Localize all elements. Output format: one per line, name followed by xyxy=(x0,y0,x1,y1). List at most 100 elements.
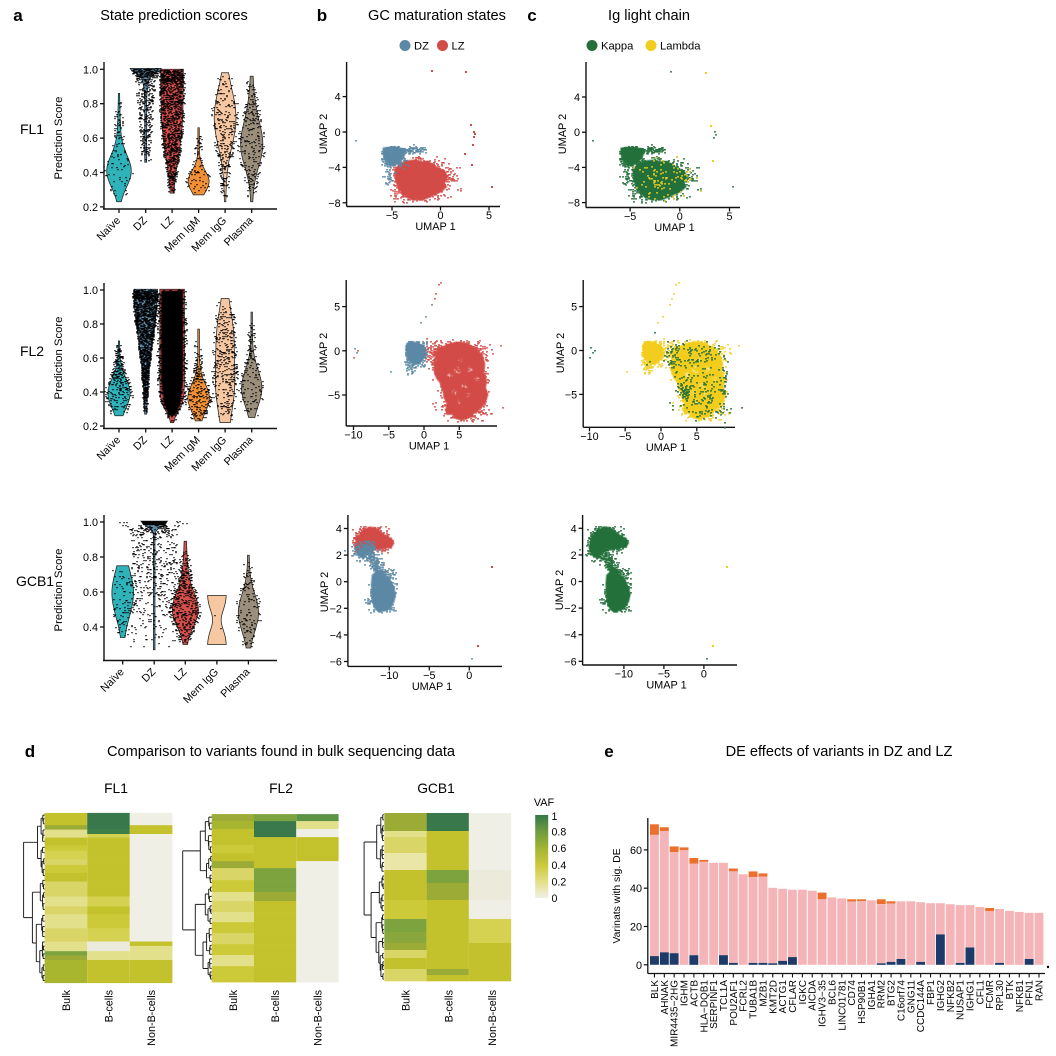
svg-text:0.6: 0.6 xyxy=(83,133,98,145)
svg-text:0: 0 xyxy=(636,960,642,972)
svg-text:−6: −6 xyxy=(330,657,342,669)
svg-text:d: d xyxy=(25,742,35,761)
svg-text:BTK: BTK xyxy=(1005,980,1016,1000)
svg-text:DE effects of variants in DZ a: DE effects of variants in DZ and LZ xyxy=(726,744,953,760)
svg-text:4: 4 xyxy=(336,524,342,536)
svg-text:Non-B-cells: Non-B-cells xyxy=(146,989,158,1045)
svg-text:60: 60 xyxy=(630,845,642,857)
svg-text:−5: −5 xyxy=(383,430,395,442)
svg-text:Ig light chain: Ig light chain xyxy=(608,8,690,24)
svg-text:0: 0 xyxy=(658,431,664,443)
svg-text:0: 0 xyxy=(335,127,341,139)
svg-text:5: 5 xyxy=(486,210,492,222)
svg-text:BTG2: BTG2 xyxy=(887,980,898,1007)
svg-text:Bulk: Bulk xyxy=(61,989,73,1011)
svg-text:CFL1: CFL1 xyxy=(975,980,986,1005)
svg-text:4: 4 xyxy=(571,523,577,535)
svg-text:0: 0 xyxy=(571,577,577,589)
svg-text:0.6: 0.6 xyxy=(83,353,98,365)
svg-text:State prediction scores: State prediction scores xyxy=(100,8,248,24)
svg-text:a: a xyxy=(13,6,23,25)
svg-text:B-cells: B-cells xyxy=(104,989,116,1022)
svg-text:−2: −2 xyxy=(330,603,342,615)
svg-text:HLA−DQB1: HLA−DQB1 xyxy=(699,980,710,1033)
svg-text:IGKC: IGKC xyxy=(798,980,809,1004)
svg-text:0.8: 0.8 xyxy=(552,827,567,839)
svg-text:Lambda: Lambda xyxy=(660,41,701,53)
svg-text:−5: −5 xyxy=(328,390,340,402)
svg-text:5: 5 xyxy=(334,302,340,314)
svg-text:BLK: BLK xyxy=(650,980,661,999)
svg-text:Prediction Score: Prediction Score xyxy=(53,97,65,180)
svg-text:0.4: 0.4 xyxy=(83,387,98,399)
svg-text:POU2AF1: POU2AF1 xyxy=(729,980,740,1026)
svg-text:UMAP 2: UMAP 2 xyxy=(319,572,331,612)
svg-text:GCB1: GCB1 xyxy=(417,781,455,796)
svg-text:1.0: 1.0 xyxy=(83,517,98,529)
svg-text:Varinats with sig. DE: Varinats with sig. DE xyxy=(612,848,623,943)
svg-text:IGHA1: IGHA1 xyxy=(867,980,878,1010)
svg-text:UMAP 2: UMAP 2 xyxy=(554,570,566,610)
svg-text:UMAP 2: UMAP 2 xyxy=(318,114,330,154)
svg-text:1: 1 xyxy=(552,811,558,823)
svg-text:TUBA1B: TUBA1B xyxy=(749,980,760,1019)
svg-text:−10: −10 xyxy=(344,430,362,442)
svg-text:UMAP 1: UMAP 1 xyxy=(654,222,694,234)
svg-text:TCL1A: TCL1A xyxy=(719,980,730,1011)
svg-text:UMAP 2: UMAP 2 xyxy=(557,114,569,154)
svg-text:0.6: 0.6 xyxy=(83,587,98,599)
svg-text:−2: −2 xyxy=(564,603,576,615)
svg-text:0: 0 xyxy=(701,669,707,681)
svg-text:Prediction Score: Prediction Score xyxy=(53,317,65,400)
svg-text:C16orf74: C16orf74 xyxy=(896,980,907,1022)
svg-text:0: 0 xyxy=(421,430,427,442)
svg-text:e: e xyxy=(604,742,613,761)
svg-text:5: 5 xyxy=(694,431,700,443)
svg-text:VAF: VAF xyxy=(534,797,555,809)
svg-text:−4: −4 xyxy=(330,630,342,642)
svg-text:Bulk: Bulk xyxy=(401,989,413,1011)
svg-text:−6: −6 xyxy=(564,656,576,668)
svg-text:Kappa: Kappa xyxy=(601,41,634,53)
svg-text:MZB1: MZB1 xyxy=(758,980,769,1007)
svg-text:−5: −5 xyxy=(658,669,670,681)
svg-text:DZ: DZ xyxy=(414,41,429,53)
svg-text:0.8: 0.8 xyxy=(83,99,98,111)
svg-text:0.4: 0.4 xyxy=(83,168,98,180)
svg-text:0: 0 xyxy=(466,670,472,682)
svg-text:MIR4435−2HG: MIR4435−2HG xyxy=(670,980,681,1047)
svg-text:UMAP 1: UMAP 1 xyxy=(415,221,455,233)
svg-text:ACTB: ACTB xyxy=(689,980,700,1007)
svg-text:FL2: FL2 xyxy=(269,781,293,796)
svg-text:UMAP 2: UMAP 2 xyxy=(555,333,567,373)
svg-text:−5: −5 xyxy=(423,670,435,682)
svg-text:0: 0 xyxy=(437,210,443,222)
svg-text:0.4: 0.4 xyxy=(83,622,98,634)
svg-text:Non-B-cells: Non-B-cells xyxy=(487,989,499,1045)
svg-text:GC maturation states: GC maturation states xyxy=(368,8,506,24)
svg-text:0: 0 xyxy=(336,577,342,589)
svg-text:NFKB2: NFKB2 xyxy=(946,980,957,1013)
svg-text:FL1: FL1 xyxy=(20,121,44,137)
svg-text:LZ: LZ xyxy=(452,41,465,53)
svg-text:UMAP 1: UMAP 1 xyxy=(412,681,452,693)
svg-text:1.0: 1.0 xyxy=(83,64,98,76)
svg-text:b: b xyxy=(317,6,327,25)
svg-text:1.0: 1.0 xyxy=(83,285,98,297)
svg-text:NFKB1: NFKB1 xyxy=(1015,980,1026,1013)
svg-text:CD74: CD74 xyxy=(847,980,858,1006)
svg-text:IGHG2: IGHG2 xyxy=(936,980,947,1012)
svg-text:0.2: 0.2 xyxy=(552,876,567,888)
svg-text:Non-B-cells: Non-B-cells xyxy=(313,989,325,1045)
svg-text:HSP90B1: HSP90B1 xyxy=(857,980,868,1024)
svg-text:0.8: 0.8 xyxy=(83,319,98,331)
svg-text:CFLAR: CFLAR xyxy=(788,980,799,1013)
svg-text:B-cells: B-cells xyxy=(444,989,456,1022)
svg-text:5: 5 xyxy=(456,430,462,442)
svg-text:0: 0 xyxy=(552,893,558,905)
svg-text:BCL6: BCL6 xyxy=(827,980,838,1005)
svg-text:Comparison to variants found i: Comparison to variants found in bulk seq… xyxy=(107,744,456,760)
svg-text:−10: −10 xyxy=(380,670,398,682)
svg-text:B-cells: B-cells xyxy=(270,989,282,1022)
svg-text:AICDA: AICDA xyxy=(808,980,819,1011)
